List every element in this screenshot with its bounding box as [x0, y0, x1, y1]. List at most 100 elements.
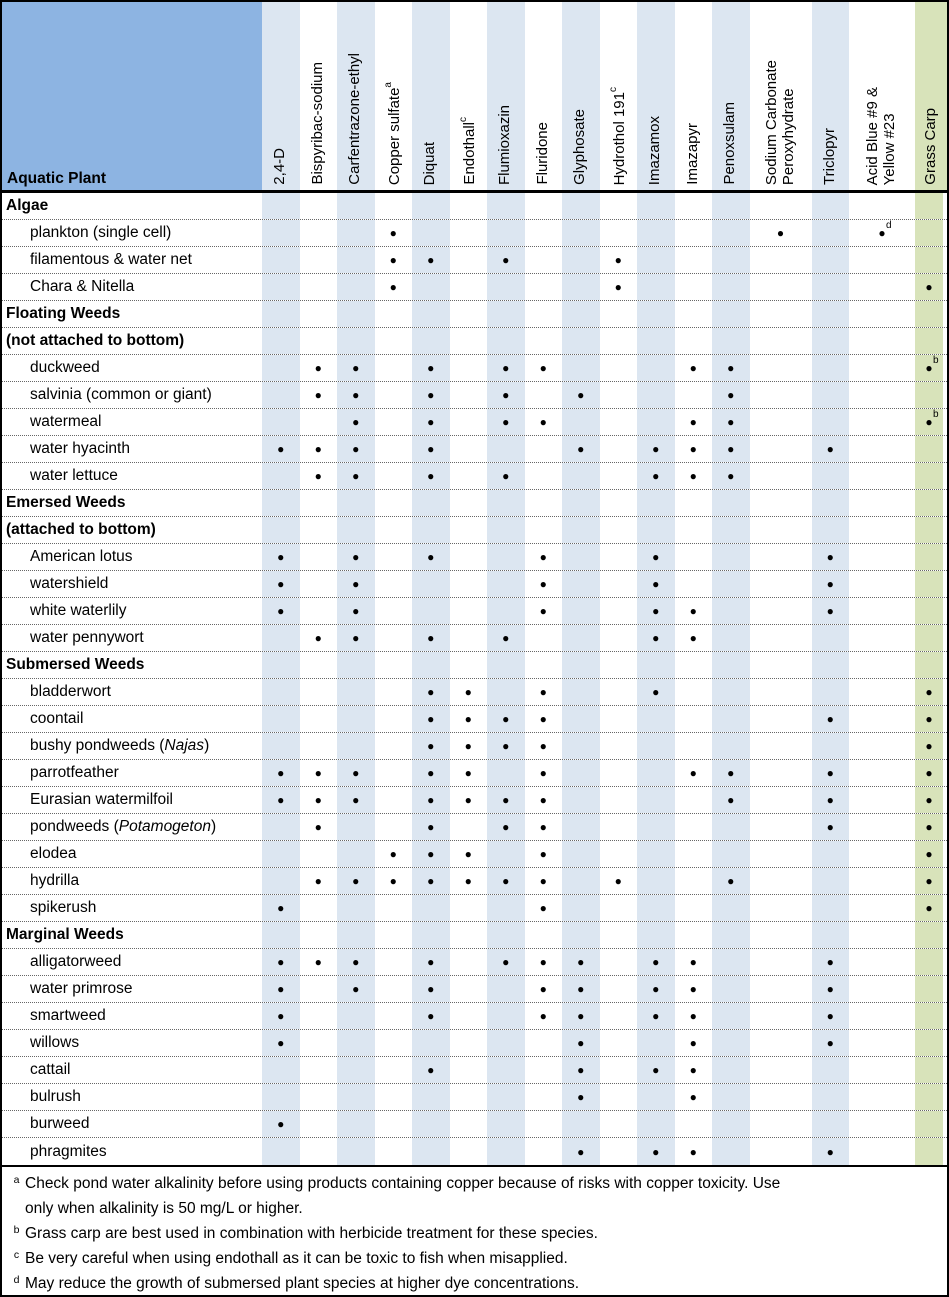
cell-copper-sulfate — [375, 814, 413, 840]
cell-acid-blue-9-yellow-23 — [849, 382, 915, 408]
plant-name: watershield — [30, 575, 109, 592]
row-chara-nitella: Chara & Nitella ● ● ● — [2, 274, 947, 301]
cell-imazamox — [637, 1111, 675, 1137]
cell-sodium-carbonate-peroxyhydrate — [750, 949, 812, 975]
cell-sodium-carbonate-peroxyhydrate — [750, 814, 812, 840]
cell-penoxsulam — [712, 895, 750, 921]
cell-copper-sulfate — [375, 625, 413, 651]
row-burweed: burweed ● — [2, 1111, 947, 1138]
cell-acid-blue-9-yellow-23 — [849, 328, 915, 354]
effective-bullet: ● — [727, 874, 735, 888]
cell-penoxsulam — [712, 517, 750, 543]
cell-hydrothol-191 — [600, 409, 638, 435]
cell-triclopyr: ● — [811, 760, 849, 786]
section-label: Marginal Weeds — [6, 926, 124, 943]
cell-triclopyr — [811, 1084, 849, 1110]
column-label: Hydrothol 191c — [607, 86, 628, 185]
cell-hydrothol-191 — [600, 1084, 638, 1110]
cell-carfentrazone-ethyl — [337, 490, 375, 516]
cell-bispyribac-sodium — [300, 517, 338, 543]
cell-hydrothol-191 — [600, 652, 638, 678]
cell-imazapyr — [675, 733, 713, 759]
cell-diquat: ● — [412, 814, 450, 840]
effective-bullet: ● — [427, 361, 435, 375]
cell-glyphosate — [562, 922, 600, 948]
cell-copper-sulfate — [375, 193, 413, 219]
cell-grass-carp — [915, 922, 943, 948]
cell-flumioxazin — [487, 922, 525, 948]
cell-acid-blue-9-yellow-23 — [849, 706, 915, 732]
effective-bullet: ● — [925, 820, 933, 834]
cell-triclopyr — [811, 841, 849, 867]
cell-triclopyr — [811, 463, 849, 489]
row-phragmites: phragmites ● ● ● ● — [2, 1138, 947, 1165]
cell-imazapyr — [675, 328, 713, 354]
cell-penoxsulam — [712, 301, 750, 327]
cell-glyphosate — [562, 868, 600, 894]
cell-imazapyr: ● — [675, 436, 713, 462]
column-label: Bispyribac-sodium — [308, 62, 326, 185]
cell-copper-sulfate — [375, 1030, 413, 1056]
cell-diquat: ● — [412, 463, 450, 489]
cell-hydrothol-191: ● — [600, 247, 638, 273]
cell-endothall — [450, 463, 488, 489]
cell-2-4-d — [262, 382, 300, 408]
effective-bullet: ● — [925, 847, 933, 861]
cell-carfentrazone-ethyl — [337, 247, 375, 273]
cell-glyphosate — [562, 895, 600, 921]
cell-copper-sulfate — [375, 355, 413, 381]
cell-imazapyr — [675, 517, 713, 543]
cell-fluridone: ● — [525, 679, 563, 705]
effective-bullet: ● — [427, 631, 435, 645]
cell-imazapyr — [675, 193, 713, 219]
cell-glyphosate — [562, 193, 600, 219]
column-label: Sodium Carbonate Peroxyhydrate — [762, 59, 797, 185]
cell-triclopyr — [811, 382, 849, 408]
cell-diquat — [412, 1030, 450, 1056]
effective-bullet: ● — [925, 712, 933, 726]
cell-bispyribac-sodium — [300, 1003, 338, 1029]
cell-imazapyr — [675, 868, 713, 894]
cell-2-4-d — [262, 733, 300, 759]
cell-glyphosate — [562, 301, 600, 327]
cell-bispyribac-sodium — [300, 652, 338, 678]
cell-hydrothol-191 — [600, 814, 638, 840]
cell-fluridone: ● — [525, 976, 563, 1002]
cell-glyphosate — [562, 760, 600, 786]
effective-bullet: ● — [502, 253, 510, 267]
cell-triclopyr: ● — [811, 598, 849, 624]
cell-2-4-d — [262, 706, 300, 732]
cell-carfentrazone-ethyl — [337, 274, 375, 300]
cell-flumioxazin: ● — [487, 787, 525, 813]
effective-bullet: ● — [614, 874, 622, 888]
column-header-2-4-d: 2,4-D — [262, 2, 300, 190]
cell-penoxsulam — [712, 841, 750, 867]
effective-bullet: ● — [427, 442, 435, 456]
cell-sodium-carbonate-peroxyhydrate — [750, 328, 812, 354]
cell-acid-blue-9-yellow-23 — [849, 598, 915, 624]
cell-grass-carp — [915, 625, 943, 651]
cell-sodium-carbonate-peroxyhydrate — [750, 463, 812, 489]
cell-endothall — [450, 247, 488, 273]
cell-carfentrazone-ethyl — [337, 841, 375, 867]
cell-flumioxazin — [487, 1003, 525, 1029]
effective-bullet: ● — [539, 901, 547, 915]
cell-imazapyr — [675, 814, 713, 840]
cell-imazamox — [637, 814, 675, 840]
cell-diquat — [412, 517, 450, 543]
effective-bullet: ● — [826, 982, 834, 996]
cell-flumioxazin — [487, 760, 525, 786]
cell-bispyribac-sodium — [300, 1111, 338, 1137]
cell-2-4-d: ● — [262, 787, 300, 813]
cell-diquat — [412, 301, 450, 327]
cell-flumioxazin: ● — [487, 625, 525, 651]
cell-glyphosate: ● — [562, 1084, 600, 1110]
effective-bullet: ● — [464, 793, 472, 807]
cell-flumioxazin — [487, 841, 525, 867]
cell-bispyribac-sodium: ● — [300, 355, 338, 381]
cell-triclopyr: ● — [811, 1138, 849, 1165]
cell-hydrothol-191 — [600, 544, 638, 570]
cell-bispyribac-sodium — [300, 841, 338, 867]
cell-grass-carp: ● — [915, 733, 943, 759]
cell-acid-blue-9-yellow-23 — [849, 301, 915, 327]
